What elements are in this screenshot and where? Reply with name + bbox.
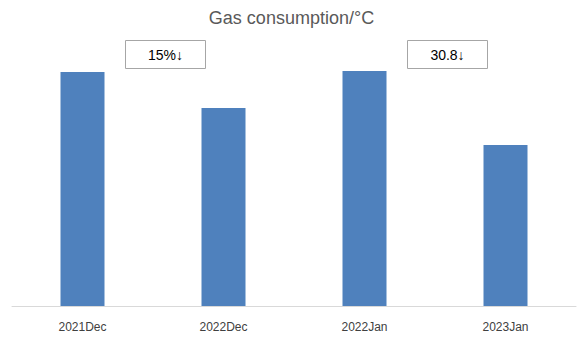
svg-text:2023Jan: 2023Jan [482,320,528,334]
svg-text:2022Jan: 2022Jan [341,320,387,334]
svg-text:Gas consumption/°C: Gas consumption/°C [209,8,374,28]
svg-text:2021Dec: 2021Dec [58,320,106,334]
svg-text:30.8↓: 30.8↓ [430,47,464,63]
svg-text:15%↓: 15%↓ [148,47,183,63]
svg-text:2022Dec: 2022Dec [199,320,247,334]
